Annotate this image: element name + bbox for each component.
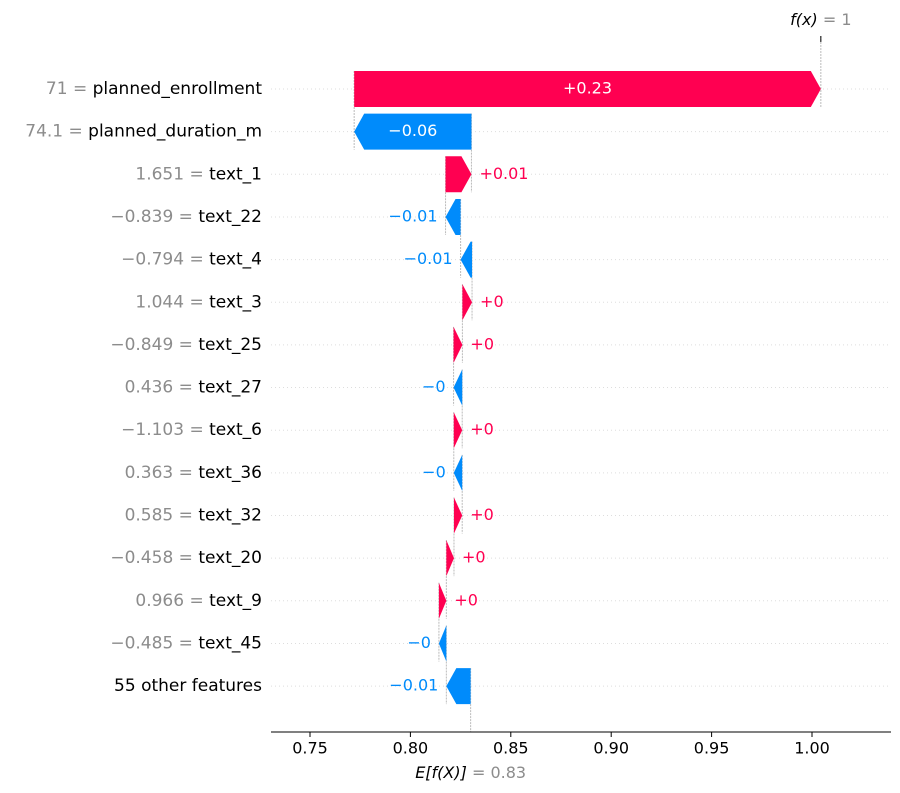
feature-label: −0.839 = text_22 [110, 207, 262, 227]
feature-label: 1.651 = text_1 [135, 164, 262, 184]
feature-name: text_32 [198, 506, 262, 526]
bar-text-27 [453, 369, 463, 406]
feature-name: text_3 [209, 292, 262, 312]
feature-value: −0.794 = [121, 250, 209, 270]
base-value-number: = 0.83 [472, 763, 526, 782]
bar-value-label: +0 [470, 505, 494, 524]
row-gridlines [271, 88, 891, 687]
bar-value-label: −0.01 [389, 676, 438, 695]
bar-text-32 [453, 497, 463, 534]
feature-name: text_9 [209, 591, 262, 611]
bar-value-label: +0 [462, 548, 486, 567]
feature-value: 74.1 = [25, 122, 88, 142]
feature-label: −1.103 = text_6 [121, 420, 262, 440]
feature-label: −0.794 = text_4 [121, 250, 262, 270]
bar-text-45 [438, 625, 447, 662]
bar-value-label: −0 [422, 377, 446, 396]
feature-value: −0.458 = [110, 548, 198, 568]
feature-value: 71 = [46, 79, 93, 99]
feature-value: 0.436 = [125, 378, 199, 398]
bar-value-label: +0 [454, 590, 478, 609]
base-value-symbol: E[f(X)] [415, 763, 472, 782]
x-tick-label: 0.90 [593, 739, 629, 758]
feature-value: −0.849 = [110, 335, 198, 355]
bar-planned-duration-m [354, 113, 472, 150]
output-value-label: f(x) = 1 [790, 10, 851, 29]
bar-planned-enrollment [354, 71, 821, 107]
bar-text-36 [453, 454, 463, 491]
bar-text-4 [460, 241, 473, 278]
feature-value: −0.839 = [110, 207, 198, 227]
output-value-number: = 1 [823, 10, 852, 29]
feature-value: −1.103 = [121, 420, 209, 440]
bar-55-other-features [446, 668, 471, 705]
bar-value-label: +0.01 [479, 164, 528, 183]
feature-label: 0.966 = text_9 [135, 591, 262, 611]
x-tick-label: 0.75 [292, 739, 328, 758]
feature-label: 0.363 = text_36 [125, 463, 262, 483]
bar-text-1 [445, 156, 472, 193]
feature-label: 1.044 = text_3 [135, 292, 262, 312]
base-value-label: E[f(X)] = 0.83 [415, 763, 526, 782]
feature-value: 1.044 = [135, 292, 209, 312]
feature-name: 55 other features [114, 676, 262, 696]
bar-value-label: −0 [407, 633, 431, 652]
feature-name: text_25 [198, 335, 262, 355]
bar-value-label: +0 [470, 334, 494, 353]
feature-name: planned_enrollment [93, 79, 263, 99]
bar-text-3 [462, 284, 473, 321]
feature-label: −0.458 = text_20 [110, 548, 262, 568]
bars: +0.23 −0.06 +0.01 −0.01 −0.01 +0 +0 −0 +0 −0 +0 +0 +… [354, 71, 821, 705]
bar-value-label: +0 [480, 292, 504, 311]
bar-value-label: −0.01 [404, 249, 453, 268]
feature-value: 1.651 = [135, 164, 209, 184]
feature-value: 0.585 = [125, 506, 199, 526]
bar-value-label: +0 [470, 420, 494, 439]
bar-text-20 [446, 540, 454, 577]
feature-name: text_4 [209, 250, 262, 270]
feature-value: −0.485 = [110, 633, 198, 653]
feature-label: −0.849 = text_25 [110, 335, 262, 355]
x-tick-label: 1.00 [794, 739, 830, 758]
feature-label: 0.585 = text_32 [125, 506, 262, 526]
feature-labels: 71 = planned_enrollment 74.1 = planned_du… [25, 79, 262, 696]
bar-text-22 [445, 198, 461, 235]
feature-name: text_6 [209, 420, 262, 440]
x-axis: 0.75 0.80 0.85 0.90 0.95 1.00 E[f(X)] = 0.83 [271, 731, 891, 782]
feature-name: text_20 [198, 548, 262, 568]
bar-text-6 [453, 412, 463, 449]
x-tick-label: 0.85 [493, 739, 529, 758]
bar-text-25 [453, 326, 463, 363]
x-tick-label: 0.95 [694, 739, 730, 758]
bar-text-9 [438, 582, 447, 619]
feature-name: text_22 [198, 207, 262, 227]
bar-value-label: −0.01 [389, 206, 438, 225]
feature-name: planned_duration_m [88, 122, 262, 142]
bar-value-label: −0 [422, 462, 446, 481]
feature-name: text_45 [198, 633, 262, 653]
feature-value: 0.966 = [135, 591, 209, 611]
feature-label: 71 = planned_enrollment [46, 79, 262, 99]
feature-label: 74.1 = planned_duration_m [25, 122, 262, 142]
feature-label: 55 other features [114, 676, 262, 696]
output-annotation: f(x) = 1 [790, 10, 851, 29]
feature-value: 0.363 = [125, 463, 199, 483]
feature-name: text_27 [198, 378, 262, 398]
bar-value-label: −0.06 [388, 121, 437, 140]
feature-label: 0.436 = text_27 [125, 378, 262, 398]
feature-name: text_36 [198, 463, 262, 483]
feature-label: −0.485 = text_45 [110, 633, 262, 653]
bar-value-label: +0.23 [563, 79, 612, 98]
feature-name: text_1 [209, 164, 262, 184]
output-value-symbol: f(x) [790, 10, 823, 29]
x-tick-label: 0.80 [393, 739, 429, 758]
